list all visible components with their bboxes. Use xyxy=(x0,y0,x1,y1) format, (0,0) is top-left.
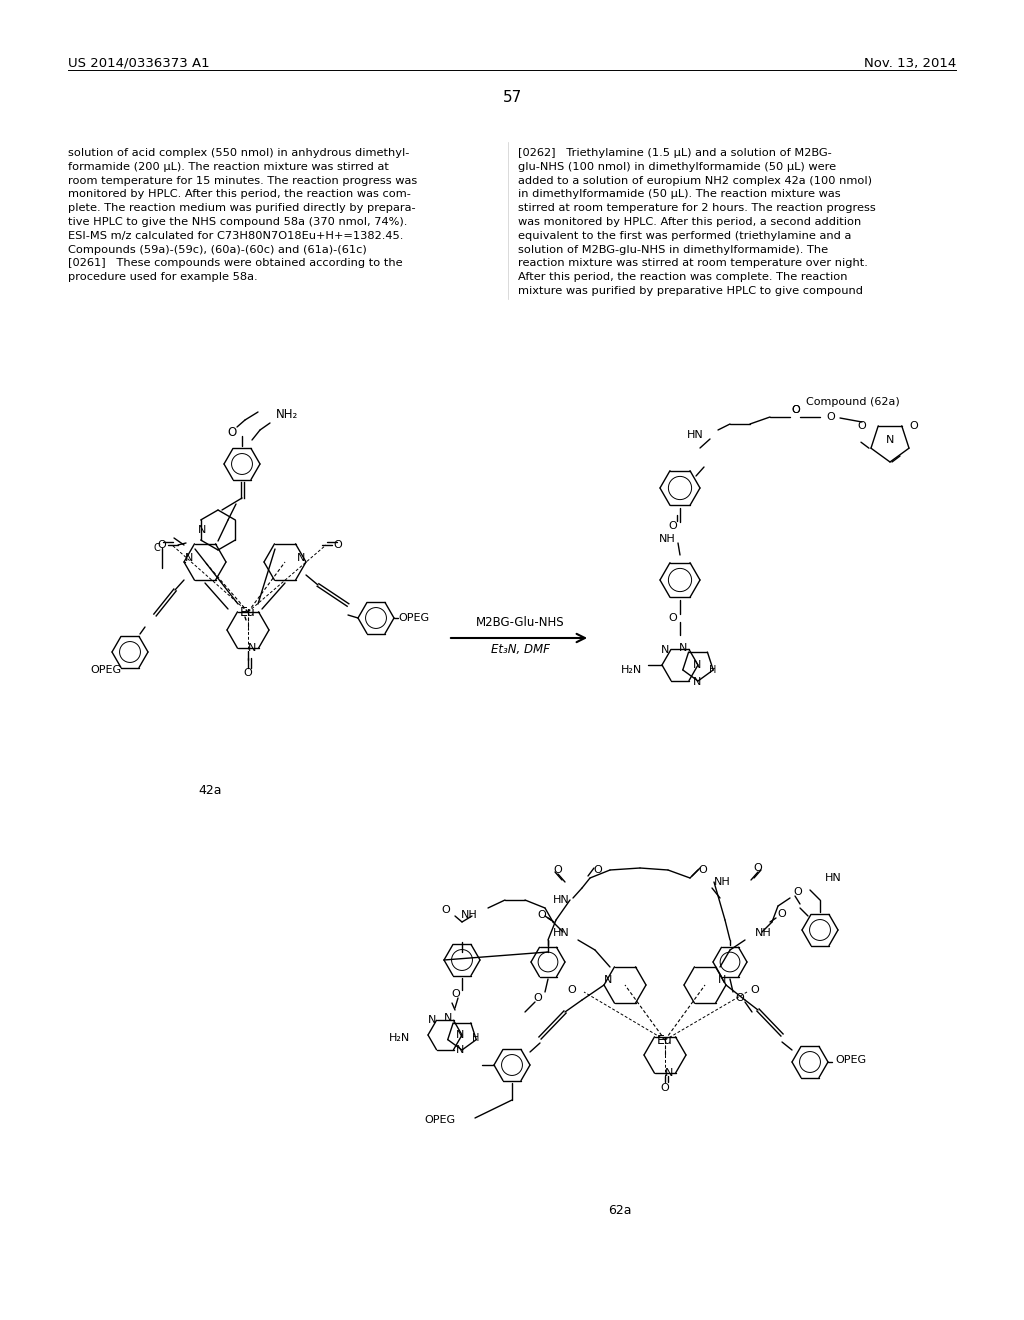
Text: reaction mixture was stirred at room temperature over night.: reaction mixture was stirred at room tem… xyxy=(518,259,868,268)
Text: HN: HN xyxy=(553,928,570,939)
Text: OPEG: OPEG xyxy=(398,612,429,623)
Text: NH: NH xyxy=(755,928,772,939)
Text: N: N xyxy=(693,660,701,671)
Text: glu-NHS (100 nmol) in dimethylformamide (50 μL) were: glu-NHS (100 nmol) in dimethylformamide … xyxy=(518,162,837,172)
Text: O: O xyxy=(660,1082,670,1093)
Text: formamide (200 μL). The reaction mixture was stirred at: formamide (200 μL). The reaction mixture… xyxy=(68,162,389,172)
Text: H: H xyxy=(710,665,717,675)
Text: O: O xyxy=(452,989,461,999)
Text: OPEG: OPEG xyxy=(424,1115,456,1125)
Text: O: O xyxy=(858,421,866,432)
Text: Nov. 13, 2014: Nov. 13, 2014 xyxy=(864,57,956,70)
Text: O: O xyxy=(792,405,801,414)
Text: Compound (62a): Compound (62a) xyxy=(806,397,900,407)
Text: N: N xyxy=(604,975,612,985)
Text: N: N xyxy=(184,553,194,564)
Text: N: N xyxy=(886,436,894,445)
Text: O: O xyxy=(735,993,744,1003)
Text: plete. The reaction medium was purified directly by prepara-: plete. The reaction medium was purified … xyxy=(68,203,416,214)
Text: Et₃N, DMF: Et₃N, DMF xyxy=(490,644,550,656)
Text: mixture was purified by preparative HPLC to give compound: mixture was purified by preparative HPLC… xyxy=(518,286,863,296)
Text: O: O xyxy=(792,405,801,414)
Text: N: N xyxy=(456,1030,464,1040)
Text: 57: 57 xyxy=(503,90,521,106)
Text: O: O xyxy=(698,865,708,875)
Text: O: O xyxy=(777,909,786,919)
Text: NH: NH xyxy=(659,535,676,544)
Text: H₂N: H₂N xyxy=(389,1034,410,1043)
Text: O: O xyxy=(669,521,677,531)
Text: added to a solution of europium NH2 complex 42a (100 nmol): added to a solution of europium NH2 comp… xyxy=(518,176,872,186)
Text: N: N xyxy=(718,975,726,985)
Text: O: O xyxy=(334,540,342,550)
Text: C: C xyxy=(154,543,161,553)
Text: US 2014/0336373 A1: US 2014/0336373 A1 xyxy=(68,57,210,70)
Text: O: O xyxy=(567,985,577,995)
Text: HN: HN xyxy=(687,430,705,440)
Text: O: O xyxy=(669,612,677,623)
Text: 42a: 42a xyxy=(199,784,222,796)
Text: After this period, the reaction was complete. The reaction: After this period, the reaction was comp… xyxy=(518,272,848,282)
Text: NH: NH xyxy=(714,876,731,887)
Text: HN: HN xyxy=(553,895,570,906)
Text: HN: HN xyxy=(825,873,842,883)
Text: M2BG-Glu-NHS: M2BG-Glu-NHS xyxy=(476,615,564,628)
Text: O: O xyxy=(554,865,562,875)
Text: N: N xyxy=(248,643,256,653)
Text: O: O xyxy=(534,993,543,1003)
Text: O: O xyxy=(538,909,547,920)
Text: OPEG: OPEG xyxy=(90,665,121,675)
Text: monitored by HPLC. After this period, the reaction was com-: monitored by HPLC. After this period, th… xyxy=(68,189,411,199)
Text: O: O xyxy=(227,426,237,440)
Text: room temperature for 15 minutes. The reaction progress was: room temperature for 15 minutes. The rea… xyxy=(68,176,417,186)
Text: O: O xyxy=(244,668,252,678)
Text: O: O xyxy=(909,421,919,432)
Text: N: N xyxy=(665,1068,674,1078)
Text: O: O xyxy=(794,887,803,898)
Text: in dimethylformamide (50 μL). The reaction mixture was: in dimethylformamide (50 μL). The reacti… xyxy=(518,189,841,199)
Text: Compounds (59a)-(59c), (60a)-(60c) and (61a)-(61c): Compounds (59a)-(59c), (60a)-(60c) and (… xyxy=(68,244,367,255)
Text: Eu: Eu xyxy=(657,1034,673,1047)
Text: O: O xyxy=(594,865,602,875)
Text: H₂N: H₂N xyxy=(621,665,642,675)
Text: N: N xyxy=(456,1045,464,1055)
Text: [0261]   These compounds were obtained according to the: [0261] These compounds were obtained acc… xyxy=(68,259,402,268)
Text: was monitored by HPLC. After this period, a second addition: was monitored by HPLC. After this period… xyxy=(518,216,861,227)
Text: procedure used for example 58a.: procedure used for example 58a. xyxy=(68,272,258,282)
Text: NH: NH xyxy=(461,909,478,920)
Text: OPEG: OPEG xyxy=(835,1055,866,1065)
Text: O: O xyxy=(826,412,835,422)
Text: N: N xyxy=(198,525,206,535)
Text: O: O xyxy=(754,863,763,873)
Text: O: O xyxy=(158,540,166,550)
Text: tive HPLC to give the NHS compound 58a (370 nmol, 74%).: tive HPLC to give the NHS compound 58a (… xyxy=(68,216,408,227)
Text: 62a: 62a xyxy=(608,1204,632,1217)
Text: O: O xyxy=(751,985,760,995)
Text: N: N xyxy=(660,645,670,655)
Text: ESI-MS m/z calculated for C73H80N7O18Eu+H+=1382.45.: ESI-MS m/z calculated for C73H80N7O18Eu+… xyxy=(68,231,403,240)
Text: solution of acid complex (550 nmol) in anhydrous dimethyl-: solution of acid complex (550 nmol) in a… xyxy=(68,148,410,158)
Text: Eu: Eu xyxy=(240,606,256,619)
Text: N: N xyxy=(297,553,305,564)
Text: equivalent to the first was performed (triethylamine and a: equivalent to the first was performed (t… xyxy=(518,231,851,240)
Text: solution of M2BG-glu-NHS in dimethylformamide). The: solution of M2BG-glu-NHS in dimethylform… xyxy=(518,244,828,255)
Text: N: N xyxy=(428,1015,436,1026)
Text: H: H xyxy=(472,1034,479,1043)
Text: [0262]   Triethylamine (1.5 μL) and a solution of M2BG-: [0262] Triethylamine (1.5 μL) and a solu… xyxy=(518,148,831,158)
Text: NH₂: NH₂ xyxy=(276,408,298,421)
Text: N: N xyxy=(443,1012,453,1023)
Text: stirred at room temperature for 2 hours. The reaction progress: stirred at room temperature for 2 hours.… xyxy=(518,203,876,214)
Text: N: N xyxy=(679,643,687,653)
Text: N: N xyxy=(693,677,701,686)
Text: O: O xyxy=(441,906,450,915)
